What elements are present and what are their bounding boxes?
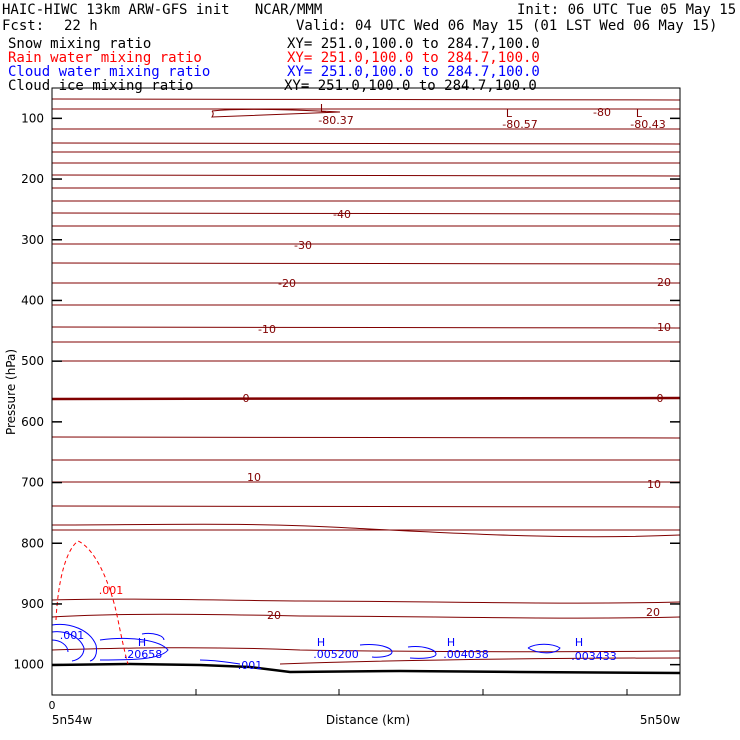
isotherm-line bbox=[51, 505, 681, 508]
freezing-level-line bbox=[51, 396, 681, 401]
isotherm-line bbox=[51, 436, 681, 439]
field-xy-cloud-water: XY= 251.0,100.0 to 284.7,100.0 bbox=[287, 64, 540, 80]
isotherm-label: -10 bbox=[653, 321, 671, 334]
isotherm-label: 10 bbox=[647, 478, 661, 491]
cloud-water-contour bbox=[99, 637, 169, 661]
y-tick-label: 600 bbox=[21, 415, 44, 429]
isotherm-line bbox=[51, 142, 681, 145]
minimum-value: -80.37 bbox=[318, 114, 353, 127]
cloud-water-max-marker: H bbox=[575, 636, 583, 649]
y-tick-label: 800 bbox=[21, 536, 44, 550]
field-name-cloud-ice: Cloud ice mixing ratio bbox=[8, 78, 194, 94]
isotherm-label: -10 bbox=[258, 323, 276, 336]
y-axis-title: Pressure (hPa) bbox=[4, 349, 18, 435]
x-axis-title: Distance (km) bbox=[326, 713, 410, 727]
y-tick-label: 500 bbox=[21, 354, 44, 368]
isotherm-line bbox=[211, 108, 341, 118]
y-tick-label: 200 bbox=[21, 172, 44, 186]
isotherm-label: -40 bbox=[333, 208, 351, 221]
cloud-water-contour bbox=[51, 639, 69, 653]
cloud-water-max-marker: H bbox=[138, 636, 146, 649]
isotherm-label: -20 bbox=[653, 276, 671, 289]
isotherm-label: 20 bbox=[646, 606, 660, 619]
init-time: Init: 06 UTC Tue 05 May 15 bbox=[517, 2, 737, 18]
cloud-water-contour bbox=[51, 631, 85, 662]
isotherm-line bbox=[51, 262, 681, 265]
cloud-water-max-value: .003433 bbox=[571, 650, 617, 663]
y-tick-label: 100 bbox=[21, 111, 44, 125]
cloud-water-contour bbox=[407, 646, 437, 659]
y-tick-label: 300 bbox=[21, 233, 44, 247]
isotherm-line bbox=[51, 613, 681, 619]
field-name-rain: Rain water mixing ratio bbox=[8, 50, 202, 66]
minimum-marker: L bbox=[636, 107, 643, 120]
isotherm-label: -30 bbox=[294, 239, 312, 252]
minimum-value: -80.57 bbox=[502, 118, 537, 131]
isotherm-line bbox=[51, 647, 681, 653]
isotherm-line bbox=[51, 326, 681, 329]
forecast-hour: 22 h bbox=[64, 18, 98, 34]
cloud-water-label: .001 bbox=[60, 629, 85, 642]
y-tick-label: 400 bbox=[21, 293, 44, 307]
isotherm-label: 0 bbox=[657, 392, 664, 405]
field-xy-snow: XY= 251.0,100.0 to 284.7,100.0 bbox=[287, 36, 540, 52]
y-tick-label: 900 bbox=[21, 597, 44, 611]
cloud-water-contour bbox=[359, 644, 393, 658]
y-tick-label: 700 bbox=[21, 476, 44, 490]
cloud-water-label: .001 bbox=[238, 659, 263, 672]
x-right-label: 5n50w bbox=[640, 713, 681, 727]
field-xy-cloud-ice: XY= 251.0,100.0 to 284.7,100.0 bbox=[284, 78, 537, 94]
plot-frame bbox=[51, 87, 681, 696]
terrain-line bbox=[51, 662, 681, 675]
isotherm-label: -80 bbox=[593, 106, 611, 119]
isotherm-line bbox=[51, 174, 681, 177]
isotherm-line bbox=[51, 598, 681, 604]
rain-water-contour bbox=[55, 540, 129, 665]
isotherm-label: 0 bbox=[243, 392, 250, 405]
field-name-snow: Snow mixing ratio bbox=[8, 36, 152, 52]
cloud-water-contour bbox=[527, 643, 561, 654]
cloud-water-contour bbox=[51, 623, 97, 662]
x-left-label: 5n54w bbox=[52, 713, 93, 727]
cloud-water-contour bbox=[199, 659, 241, 665]
field-name-cloud-water: Cloud water mixing ratio bbox=[8, 64, 211, 80]
cloud-water-max-marker: H bbox=[317, 636, 325, 649]
isotherm-label: -20 bbox=[278, 277, 296, 290]
isotherm-line bbox=[51, 98, 681, 101]
minimum-value: -80.43 bbox=[630, 118, 665, 131]
cloud-water-max-marker: H bbox=[447, 636, 455, 649]
y-tick-label: 1000 bbox=[13, 658, 44, 672]
minimum-marker: L bbox=[320, 102, 327, 115]
isotherm-label: 10 bbox=[247, 471, 261, 484]
model-title: HAIC-HIWC 13km ARW-GFS init NCAR/MMM bbox=[2, 2, 323, 18]
rain-contour-label: .001 bbox=[99, 584, 124, 597]
isotherm-label: 20 bbox=[267, 609, 281, 622]
isotherm-line bbox=[51, 523, 681, 538]
x-origin-label: 0 bbox=[49, 699, 56, 712]
isotherm-line bbox=[51, 212, 681, 215]
forecast-label: Fcst: bbox=[2, 18, 45, 34]
minimum-marker: L bbox=[506, 107, 513, 120]
cloud-water-contour bbox=[141, 633, 165, 641]
field-xy-rain: XY= 251.0,100.0 to 284.7,100.0 bbox=[287, 50, 540, 66]
cloud-water-max-value: .005200 bbox=[313, 648, 359, 661]
valid-time: Valid: 04 UTC Wed 06 May 15 (01 LST Wed … bbox=[296, 18, 718, 34]
cloud-water-max-value: .20658 bbox=[124, 648, 163, 661]
cloud-water-max-value: .004038 bbox=[443, 648, 489, 661]
isotherm-line bbox=[279, 657, 681, 665]
